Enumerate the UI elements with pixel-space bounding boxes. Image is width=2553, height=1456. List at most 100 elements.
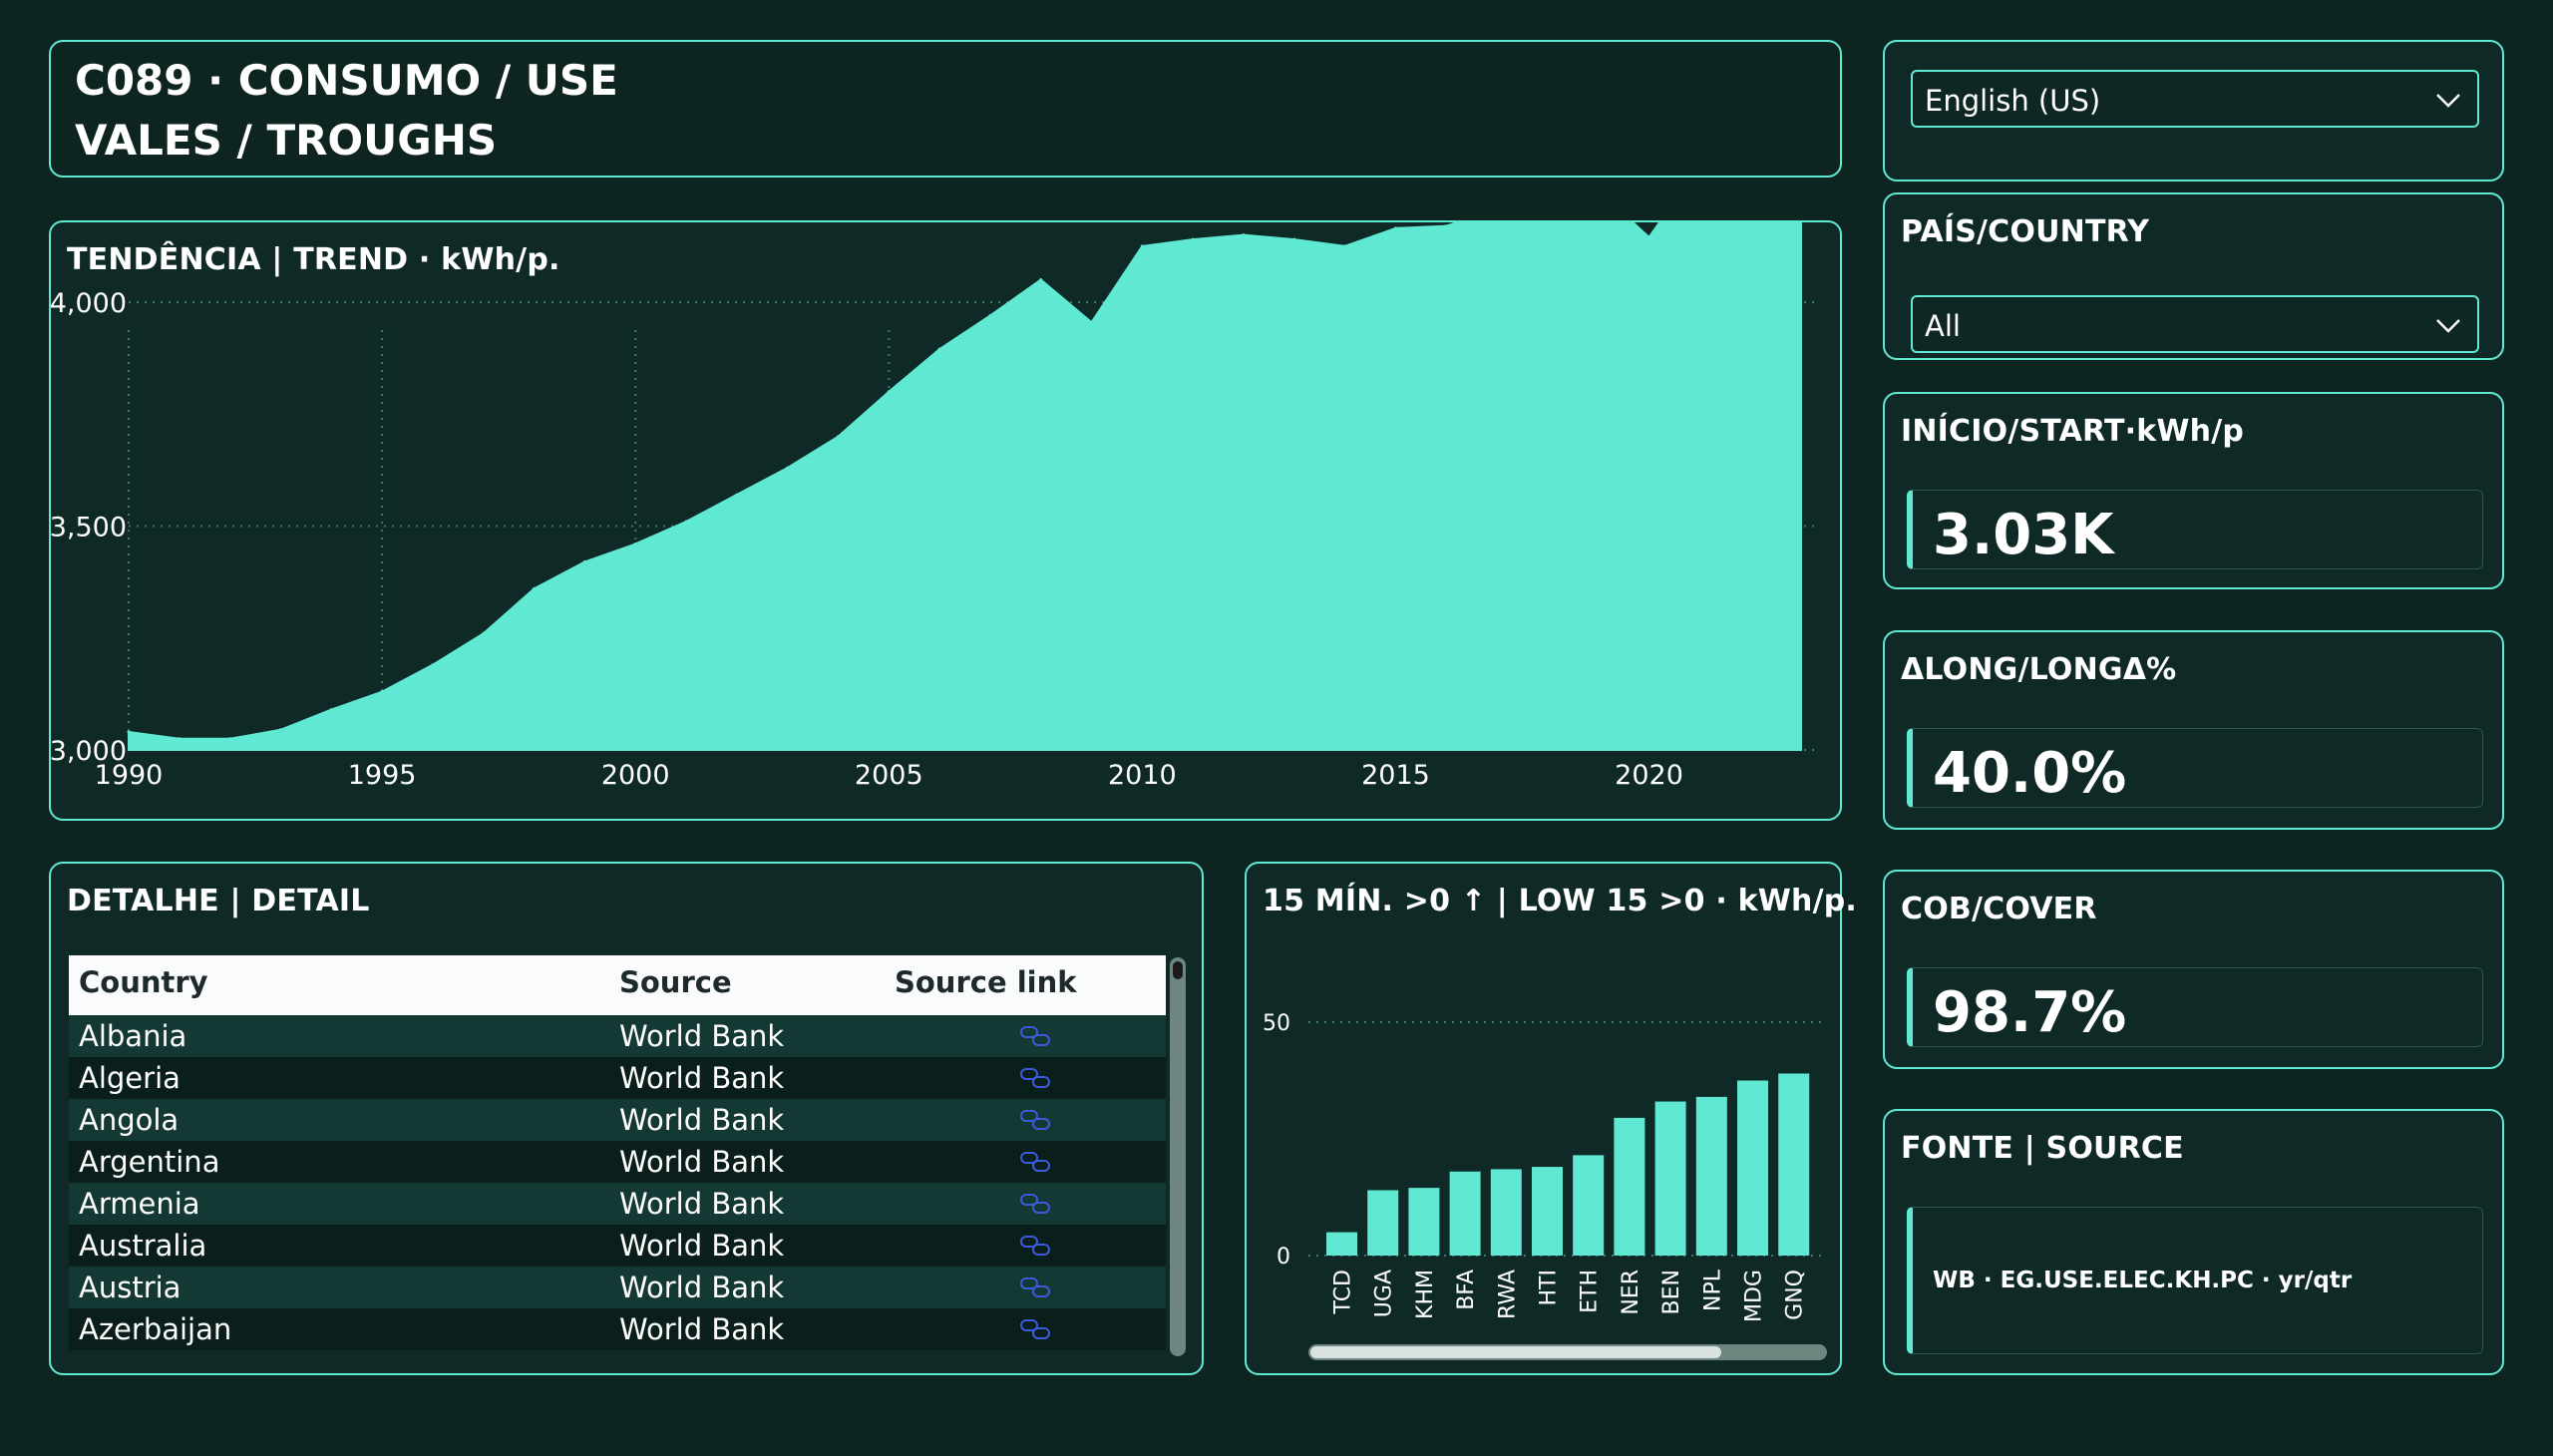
- x-tick-label: BFA: [1454, 1270, 1479, 1310]
- trend-data-point: [278, 728, 282, 732]
- trend-data-point: [127, 730, 131, 734]
- trend-data-point: [1292, 237, 1296, 241]
- link-icon[interactable]: [1018, 1191, 1052, 1217]
- trend-data-point: [786, 466, 790, 470]
- x-tick-label: 2020: [1615, 760, 1683, 791]
- link-icon[interactable]: [1018, 1065, 1052, 1091]
- cell-source: World Bank: [619, 1229, 785, 1263]
- trend-data-point: [228, 737, 232, 741]
- kpi-delta-card: ΔLONG/LONGΔ% 40.0%: [1883, 630, 2504, 830]
- trend-data-point: [1191, 237, 1195, 241]
- trend-chart-title: TENDÊNCIA | TREND · kWh/p.: [67, 242, 560, 277]
- trend-data-point: [1343, 244, 1347, 248]
- trend-data-point: [836, 435, 840, 439]
- language-dropdown[interactable]: English (US): [1911, 70, 2479, 128]
- x-tick-label: TCD: [1331, 1270, 1356, 1314]
- x-tick-label: 2015: [1361, 760, 1430, 791]
- trend-data-point: [533, 586, 537, 590]
- chevron-down-icon: [2436, 319, 2460, 333]
- trend-data-point: [735, 493, 739, 497]
- x-tick-label: HTI: [1537, 1270, 1562, 1305]
- link-icon[interactable]: [1018, 1149, 1052, 1175]
- trend-data-point: [1647, 235, 1651, 239]
- source-title: FONTE | SOURCE: [1901, 1131, 2184, 1166]
- report-subtitle: VALES / TROUGHS: [75, 116, 498, 165]
- x-tick-label: BEN: [1659, 1270, 1684, 1314]
- low15-chart-panel: 15 MÍN. >0 ↑ | LOW 15 >0 · kWh/p. 0 50 TCD…: [1245, 862, 1857, 1375]
- column-header-source-link[interactable]: Source link: [895, 965, 1077, 999]
- kpi-cover-box: 98.7%: [1907, 967, 2483, 1047]
- bar-khm: [1408, 1188, 1440, 1256]
- cell-source: World Bank: [619, 1187, 785, 1221]
- kpi-delta-title: ΔLONG/LONGΔ%: [1901, 652, 2177, 687]
- table-row: Austria World Bank: [69, 1267, 1166, 1308]
- trend-data-point: [887, 390, 891, 394]
- trend-data-point: [329, 708, 333, 712]
- country-selected: All: [1925, 309, 1961, 343]
- link-icon[interactable]: [1018, 1274, 1052, 1300]
- cell-country: Australia: [79, 1229, 207, 1263]
- x-tick-label: ETH: [1578, 1270, 1603, 1313]
- x-tick-label: 2000: [601, 760, 670, 791]
- link-icon[interactable]: [1018, 1107, 1052, 1133]
- trend-data-point: [1140, 244, 1144, 248]
- source-box: WB · EG.USE.ELEC.KH.PC · yr/qtr: [1907, 1207, 2483, 1354]
- detail-table: Country Source Source link Albania World…: [69, 955, 1166, 1350]
- table-scrollbar[interactable]: [1170, 957, 1186, 1356]
- x-tick-label: GNQ: [1783, 1270, 1808, 1320]
- language-panel: English (US): [1883, 40, 2504, 182]
- kpi-start-value: 3.03K: [1933, 503, 2114, 567]
- trend-data-point: [482, 631, 486, 635]
- link-icon[interactable]: [1018, 1233, 1052, 1259]
- kpi-start-card: INÍCIO/START·kWh/p 3.03K: [1883, 392, 2504, 589]
- x-tick-label: 2005: [855, 760, 923, 791]
- trend-data-point: [1242, 233, 1246, 237]
- low15-chart-title: 15 MÍN. >0 ↑ | LOW 15 >0 · kWh/p.: [1263, 884, 1857, 918]
- trend-data-point: [1039, 278, 1043, 282]
- bar-hti: [1532, 1167, 1563, 1256]
- cell-country: Argentina: [79, 1145, 220, 1179]
- trend-data-point: [1393, 226, 1397, 230]
- cell-source: World Bank: [619, 1145, 785, 1179]
- trend-area-series: [128, 222, 1802, 751]
- country-dropdown[interactable]: All: [1911, 295, 2479, 353]
- trend-data-point: [633, 542, 637, 546]
- cell-country: Algeria: [79, 1061, 181, 1095]
- cell-country: Azerbaijan: [79, 1312, 232, 1346]
- cell-source: World Bank: [619, 1103, 785, 1137]
- bar-npl: [1695, 1096, 1727, 1256]
- y-tick-label: 0: [1276, 1245, 1290, 1270]
- trend-data-point: [178, 737, 182, 741]
- kpi-delta-box: 40.0%: [1907, 728, 2483, 808]
- bar-ben: [1654, 1101, 1686, 1256]
- trend-data-point: [582, 559, 586, 563]
- table-row: Australia World Bank: [69, 1225, 1166, 1267]
- link-icon[interactable]: [1018, 1023, 1052, 1049]
- kpi-cover-card: COB/COVER 98.7%: [1883, 870, 2504, 1069]
- cell-country: Austria: [79, 1271, 182, 1304]
- column-header-country[interactable]: Country: [79, 965, 208, 999]
- y-tick-label: 4,000: [51, 288, 127, 319]
- x-tick-label: 1990: [95, 760, 164, 791]
- low15-chart: 0 50 TCD UGA KHM BFA RWA HTI ETH NER BEN NPL MDG GNQ: [1263, 1011, 1827, 1360]
- detail-table-panel: DETALHE | DETAIL Country Source Source l…: [49, 862, 1204, 1375]
- column-header-source[interactable]: Source: [619, 965, 732, 999]
- x-tick-label: RWA: [1495, 1270, 1520, 1319]
- report-header: C089 · CONSUMO / USE VALES / TROUGHS: [49, 40, 1842, 178]
- table-row: Argentina World Bank: [69, 1141, 1166, 1183]
- trend-chart: 3,000 3,500 4,000 1990 1995 2000 2005 2010 2015 2…: [51, 222, 1816, 791]
- x-tick-label: 2010: [1108, 760, 1177, 791]
- bar-bfa: [1449, 1171, 1481, 1256]
- table-scrollbar-thumb[interactable]: [1173, 961, 1183, 979]
- bar-ner: [1614, 1117, 1645, 1256]
- bar-mdg: [1737, 1080, 1768, 1256]
- bar-tcd: [1326, 1232, 1357, 1256]
- table-header: Country Source Source link: [69, 955, 1166, 1015]
- bar-gnq: [1778, 1073, 1810, 1256]
- cell-country: Armenia: [79, 1187, 200, 1221]
- y-tick-label: 3,000: [51, 736, 127, 767]
- link-icon[interactable]: [1018, 1316, 1052, 1342]
- x-tick-label: KHM: [1413, 1270, 1438, 1319]
- x-tick-label: UGA: [1372, 1270, 1397, 1317]
- source-card: FONTE | SOURCE WB · EG.USE.ELEC.KH.PC · …: [1883, 1109, 2504, 1375]
